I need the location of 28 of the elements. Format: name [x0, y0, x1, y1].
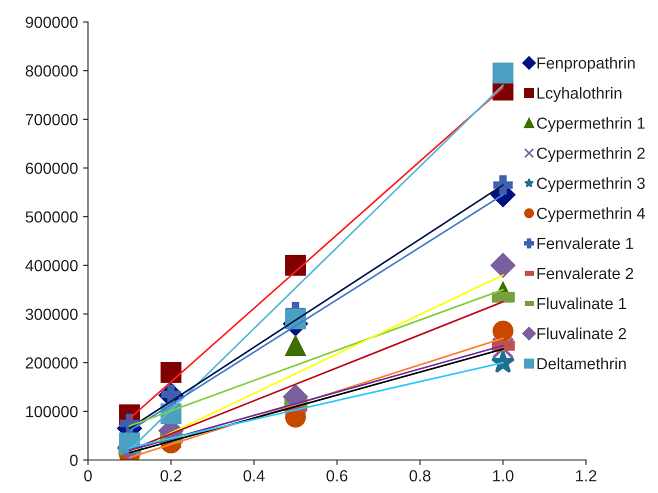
- legend-label: Cypermethrin 1: [537, 117, 645, 132]
- legend-label: Fluvalinate 2: [538, 328, 626, 340]
- y-tick-label: 900000: [26, 16, 78, 28]
- x-tick-label: 0.8: [410, 470, 430, 482]
- x-tick-label: 0.2: [160, 470, 182, 482]
- legend-label: Cypermethrin 3: [537, 177, 645, 192]
- y-tick-label: 100000: [26, 406, 78, 418]
- y-tick-label: 300000: [26, 308, 78, 320]
- x-tick-label: 0.4: [244, 470, 265, 482]
- legend-label: Cypermethrin 2: [537, 147, 645, 162]
- legend-label: Cypermethrin 4: [537, 207, 645, 222]
- legend-label: Deltamethrin: [538, 358, 626, 370]
- legend-label: Fenvalerate 1: [538, 237, 634, 250]
- x-tick-label: 1.0: [493, 470, 514, 482]
- x-tick-label: 0: [84, 470, 92, 482]
- y-tick-label: 800000: [26, 65, 78, 77]
- legend-label: Fluvalinate 1: [538, 297, 626, 310]
- y-tick-label: 0: [70, 454, 78, 466]
- y-tick-label: 400000: [25, 260, 78, 272]
- legend-label: Lcyhalothrin: [538, 87, 622, 102]
- legend-label: Fenpropathrin: [538, 56, 635, 72]
- y-tick-label: 600000: [26, 162, 78, 174]
- legend-label: Fenvalerate 2: [538, 267, 634, 280]
- y-tick-label: 500000: [26, 211, 78, 223]
- y-tick-label: 200000: [26, 357, 78, 369]
- y-tick-label: 700000: [26, 114, 78, 126]
- x-tick-label: 0.6: [326, 470, 348, 482]
- x-tick-label: 1.2: [576, 470, 596, 482]
